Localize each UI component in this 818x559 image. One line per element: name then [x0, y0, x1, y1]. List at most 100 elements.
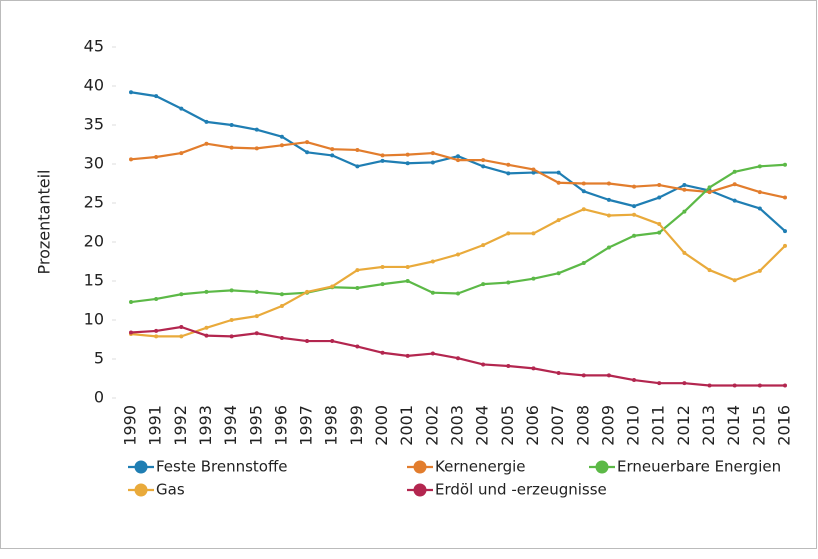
- point: [279, 335, 284, 340]
- point: [606, 197, 611, 202]
- point: [405, 152, 410, 157]
- point: [707, 185, 712, 190]
- point: [783, 383, 787, 388]
- line: [130, 141, 786, 199]
- legend-marker: [413, 483, 427, 497]
- point: [355, 147, 360, 152]
- point: [254, 289, 259, 294]
- point: [707, 268, 712, 273]
- point: [481, 158, 486, 163]
- point: [682, 381, 687, 386]
- point: [783, 243, 787, 248]
- point: [481, 282, 486, 287]
- point: [254, 331, 259, 336]
- x-tick-label: 2005: [498, 405, 517, 446]
- y-tick-label: 25: [84, 193, 104, 212]
- point: [279, 292, 284, 297]
- x-tick-label: 1990: [121, 405, 140, 446]
- point: [154, 334, 159, 339]
- point: [632, 378, 637, 383]
- legend-item: Feste Brennstoffe: [128, 458, 288, 476]
- point: [129, 300, 133, 305]
- point: [783, 229, 787, 234]
- point: [179, 106, 184, 111]
- legend-label: Erdöl und -erzeugnisse: [435, 481, 607, 499]
- point: [405, 161, 410, 166]
- point: [229, 334, 234, 339]
- x-tick-label: 2001: [397, 405, 416, 446]
- y-tick-label: 30: [84, 154, 104, 173]
- point: [279, 303, 284, 308]
- x-tick-label: 2006: [523, 405, 542, 446]
- point: [305, 289, 310, 294]
- legend-label: Kernenergie: [435, 458, 526, 476]
- point: [154, 296, 159, 301]
- point: [657, 195, 662, 200]
- point: [330, 147, 335, 152]
- point: [229, 318, 234, 322]
- legend-marker: [134, 483, 148, 497]
- point: [732, 169, 737, 174]
- point: [254, 314, 259, 319]
- point: [204, 289, 209, 294]
- legend-label: Feste Brennstoffe: [156, 458, 288, 476]
- point: [179, 292, 184, 297]
- point: [506, 280, 511, 285]
- x-tick-label: 2009: [598, 405, 617, 446]
- point: [154, 154, 159, 159]
- point: [229, 145, 234, 150]
- x-tick-label: 1993: [196, 405, 215, 446]
- point: [682, 187, 687, 192]
- point: [204, 333, 209, 338]
- legend-label: Erneuerbare Energien: [617, 458, 781, 476]
- x-tick-label: 1995: [246, 405, 265, 446]
- x-tick-label: 2004: [473, 405, 492, 446]
- point: [556, 180, 561, 185]
- point: [531, 276, 536, 281]
- point: [757, 190, 762, 195]
- x-tick-label: 2002: [422, 405, 441, 446]
- y-tick-label: 0: [94, 388, 104, 407]
- point: [405, 353, 410, 358]
- x-tick-label: 2000: [372, 405, 391, 446]
- x-tick-label: 2003: [448, 405, 467, 446]
- point: [531, 366, 536, 371]
- x-tick-label: 2015: [749, 405, 768, 446]
- point: [632, 212, 637, 217]
- legend-item: Kernenergie: [407, 458, 526, 476]
- point: [129, 157, 133, 162]
- legend-marker: [134, 460, 148, 474]
- legend-item: Erneuerbare Energien: [589, 458, 781, 476]
- point: [707, 383, 712, 388]
- point: [506, 231, 511, 236]
- point: [682, 209, 687, 214]
- legend-marker: [595, 460, 609, 474]
- point: [330, 153, 335, 158]
- point: [380, 264, 385, 269]
- point: [380, 158, 385, 163]
- point: [581, 373, 586, 378]
- point: [556, 371, 561, 376]
- point: [330, 339, 335, 344]
- point: [204, 141, 209, 146]
- point: [456, 158, 460, 163]
- point: [456, 356, 460, 361]
- point: [556, 271, 561, 276]
- point: [682, 250, 687, 255]
- point: [657, 222, 662, 227]
- point: [254, 127, 259, 132]
- point: [456, 154, 460, 159]
- x-tick-label: 1991: [146, 405, 165, 446]
- point: [305, 339, 310, 344]
- point: [305, 140, 310, 145]
- point: [430, 259, 435, 264]
- point: [229, 123, 234, 127]
- point: [129, 90, 133, 95]
- point: [581, 189, 586, 194]
- point: [632, 204, 637, 209]
- point: [783, 195, 787, 200]
- y-tick-label: 45: [84, 37, 104, 56]
- point: [531, 167, 536, 172]
- point: [606, 181, 611, 186]
